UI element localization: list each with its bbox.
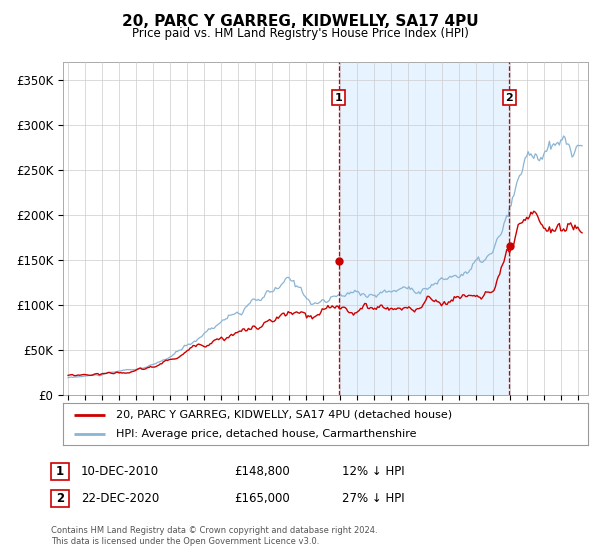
Text: 10-DEC-2010: 10-DEC-2010 [81,465,159,478]
Text: 1: 1 [335,92,343,102]
Text: 20, PARC Y GARREG, KIDWELLY, SA17 4PU: 20, PARC Y GARREG, KIDWELLY, SA17 4PU [122,14,478,29]
Text: Price paid vs. HM Land Registry's House Price Index (HPI): Price paid vs. HM Land Registry's House … [131,27,469,40]
Text: £165,000: £165,000 [234,492,290,505]
Text: 12% ↓ HPI: 12% ↓ HPI [342,465,404,478]
Text: 1: 1 [56,465,64,478]
Text: Contains HM Land Registry data © Crown copyright and database right 2024.
This d: Contains HM Land Registry data © Crown c… [51,526,377,546]
Text: 20, PARC Y GARREG, KIDWELLY, SA17 4PU (detached house): 20, PARC Y GARREG, KIDWELLY, SA17 4PU (d… [115,409,452,419]
Text: 2: 2 [56,492,64,505]
Bar [338,62,509,395]
Text: 2: 2 [505,92,513,102]
Text: HPI: Average price, detached house, Carmarthenshire: HPI: Average price, detached house, Carm… [115,429,416,439]
Text: £148,800: £148,800 [234,465,290,478]
Text: 27% ↓ HPI: 27% ↓ HPI [342,492,404,505]
Text: 22-DEC-2020: 22-DEC-2020 [81,492,159,505]
